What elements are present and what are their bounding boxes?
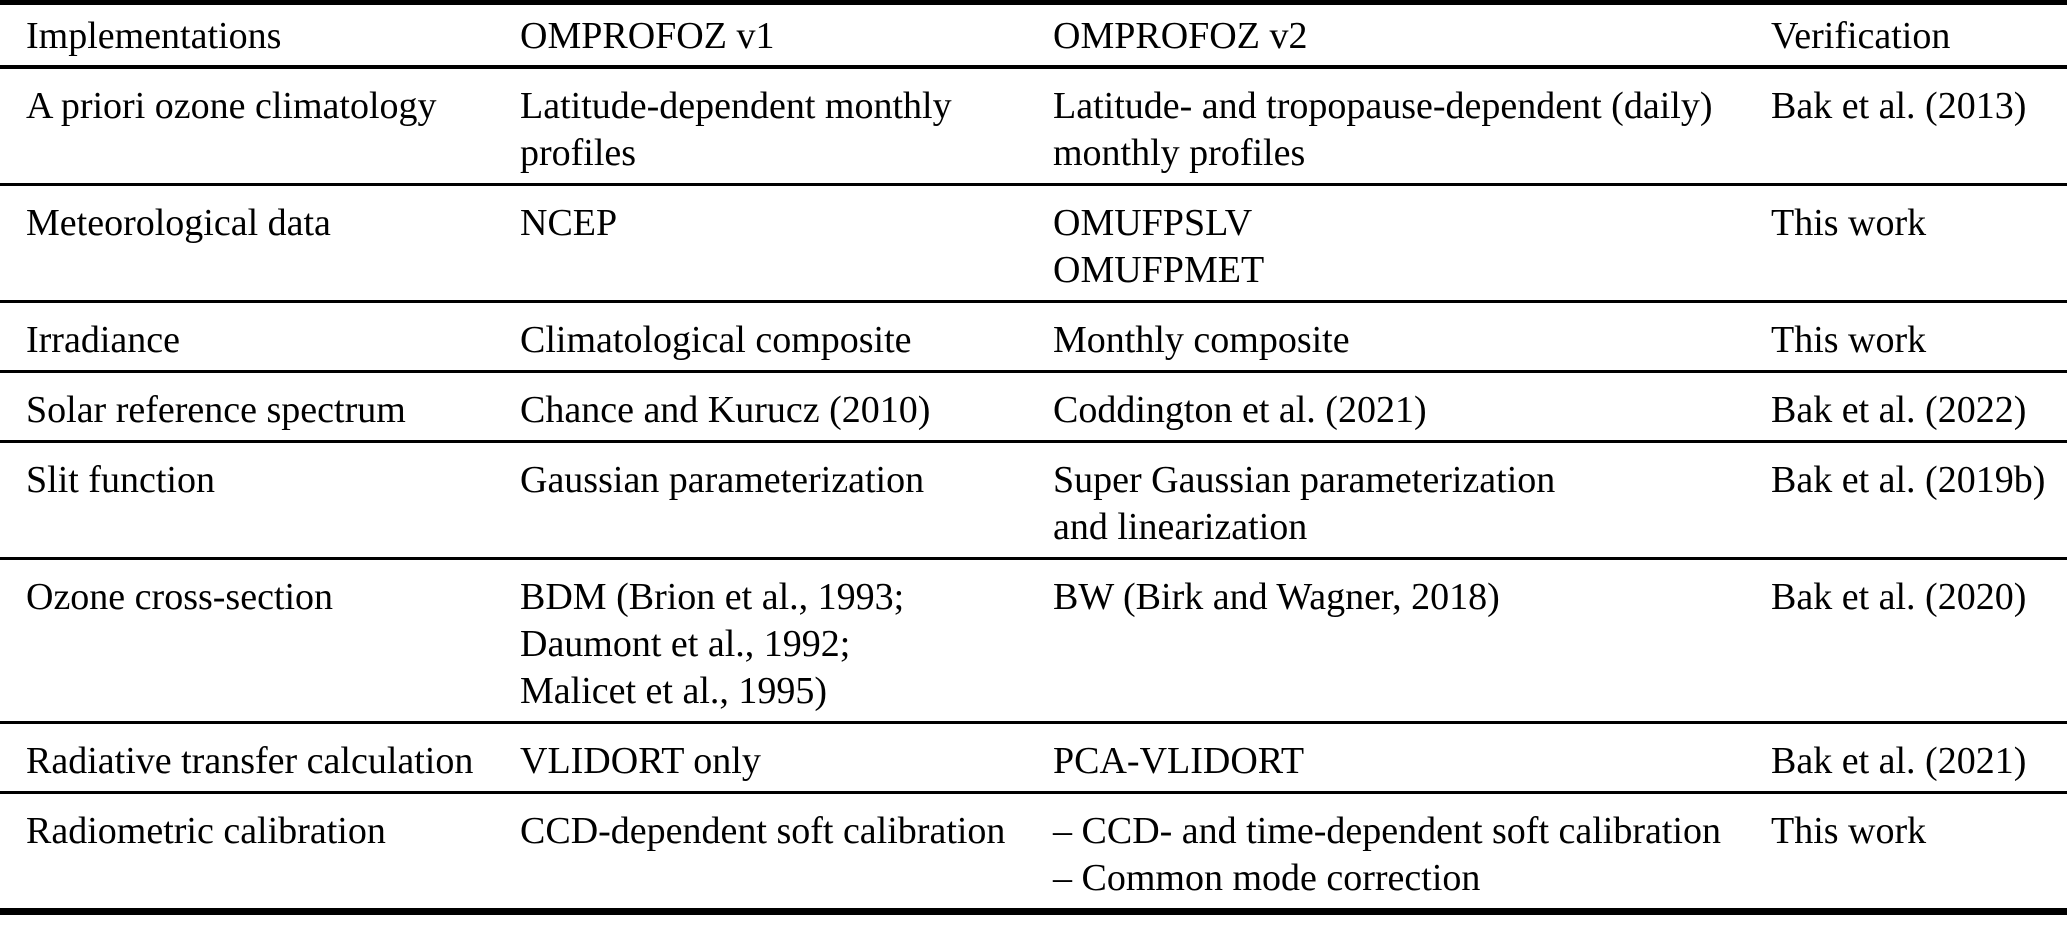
cell-v2: Latitude- and tropopause-dependent (dail… [1053, 67, 1771, 185]
cell-line: Malicet et al., 1995) [520, 669, 828, 712]
cell-line: OMUFPMET [1053, 248, 1265, 291]
cell-line: OMUFPSLV [1053, 201, 1253, 244]
cell-line: A priori ozone climatology [26, 84, 437, 127]
cell-verification: Bak et al. (2020) [1771, 558, 2067, 722]
cell-line: Radiative transfer calculation [26, 739, 474, 782]
cell-line: profiles [520, 131, 637, 174]
cell-line: Monthly composite [1053, 318, 1350, 361]
cell-line: Daumont et al., 1992; [520, 622, 851, 665]
column-header-verification: Verification [1771, 15, 1951, 57]
cell-line: and linearization [1053, 505, 1308, 548]
cell-implementation: Radiative transfer calculation [0, 722, 520, 792]
cell-v2: PCA-VLIDORT [1053, 722, 1771, 792]
table-row: Ozone cross-section BDM (Brion et al., 1… [0, 558, 2067, 722]
cell-line: – Common mode correction [1053, 856, 1481, 899]
table-row: A priori ozone climatology Latitude-depe… [0, 67, 2067, 185]
table-row: Irradiance Climatological composite Mont… [0, 301, 2067, 371]
cell-line: Bak et al. (2022) [1771, 388, 2027, 431]
cell-line: This work [1771, 809, 1927, 852]
cell-implementation: Meteorological data [0, 184, 520, 301]
column-header-omprofoz-v1: OMPROFOZ v1 [520, 15, 775, 57]
table-header: Implementations OMPROFOZ v1 OMPROFOZ v2 … [0, 3, 2067, 67]
cell-line: Solar reference spectrum [26, 388, 406, 431]
table-body: A priori ozone climatology Latitude-depe… [0, 67, 2067, 911]
cell-v2: OMUFPSLV OMUFPMET [1053, 184, 1771, 301]
cell-v1: VLIDORT only [520, 722, 1053, 792]
column-header-implementations: Implementations [26, 15, 282, 57]
cell-v1: NCEP [520, 184, 1053, 301]
cell-line: Bak et al. (2020) [1771, 575, 2027, 618]
cell-line: Bak et al. (2021) [1771, 739, 2027, 782]
cell-v2: Coddington et al. (2021) [1053, 371, 1771, 441]
cell-v1: Latitude-dependent monthly profiles [520, 67, 1053, 185]
cell-implementation: Irradiance [0, 301, 520, 371]
cell-line: Latitude-dependent monthly [520, 84, 952, 127]
cell-v2: Super Gaussian parameterization and line… [1053, 441, 1771, 558]
cell-line: CCD-dependent soft calibration [520, 809, 1006, 852]
table-row: Meteorological data NCEP OMUFPSLV OMUFPM… [0, 184, 2067, 301]
cell-line: Latitude- and tropopause-dependent (dail… [1053, 84, 1713, 127]
cell-verification: This work [1771, 301, 2067, 371]
cell-implementation: A priori ozone climatology [0, 67, 520, 185]
cell-v1: Climatological composite [520, 301, 1053, 371]
cell-implementation: Radiometric calibration [0, 792, 520, 911]
table-row: Radiative transfer calculation VLIDORT o… [0, 722, 2067, 792]
cell-line: NCEP [520, 201, 618, 244]
cell-verification: This work [1771, 792, 2067, 911]
cell-v1: Gaussian parameterization [520, 441, 1053, 558]
cell-line: This work [1771, 318, 1927, 361]
cell-line: Super Gaussian parameterization [1053, 458, 1556, 501]
cell-verification: Bak et al. (2022) [1771, 371, 2067, 441]
cell-line: Meteorological data [26, 201, 331, 244]
cell-v2: BW (Birk and Wagner, 2018) [1053, 558, 1771, 722]
cell-line: Chance and Kurucz (2010) [520, 388, 931, 431]
cell-line: Slit function [26, 458, 215, 501]
cell-line: Climatological composite [520, 318, 912, 361]
cell-line: Ozone cross-section [26, 575, 334, 618]
cell-verification: Bak et al. (2019b) [1771, 441, 2067, 558]
cell-line: Irradiance [26, 318, 180, 361]
cell-verification: Bak et al. (2013) [1771, 67, 2067, 185]
header-row: Implementations OMPROFOZ v1 OMPROFOZ v2 … [0, 3, 2067, 67]
cell-line: Gaussian parameterization [520, 458, 925, 501]
cell-verification: Bak et al. (2021) [1771, 722, 2067, 792]
cell-line: PCA-VLIDORT [1053, 739, 1305, 782]
table-row: Slit function Gaussian parameterization … [0, 441, 2067, 558]
cell-v1: CCD-dependent soft calibration [520, 792, 1053, 911]
cell-v1: Chance and Kurucz (2010) [520, 371, 1053, 441]
column-header-omprofoz-v2: OMPROFOZ v2 [1053, 15, 1308, 57]
cell-line: VLIDORT only [520, 739, 761, 782]
cell-implementation: Solar reference spectrum [0, 371, 520, 441]
cell-v2: Monthly composite [1053, 301, 1771, 371]
cell-v2: – CCD- and time-dependent soft calibrati… [1053, 792, 1771, 911]
cell-line: – CCD- and time-dependent soft calibrati… [1053, 809, 1721, 852]
cell-line: monthly profiles [1053, 131, 1306, 174]
table-row: Radiometric calibration CCD-dependent so… [0, 792, 2067, 911]
cell-line: This work [1771, 201, 1927, 244]
cell-verification: This work [1771, 184, 2067, 301]
cell-line: Radiometric calibration [26, 809, 386, 852]
cell-line: Bak et al. (2013) [1771, 84, 2027, 127]
cell-line: Coddington et al. (2021) [1053, 388, 1427, 431]
cell-implementation: Ozone cross-section [0, 558, 520, 722]
cell-line: BDM (Brion et al., 1993; [520, 575, 905, 618]
table-row: Solar reference spectrum Chance and Kuru… [0, 371, 2067, 441]
cell-implementation: Slit function [0, 441, 520, 558]
cell-line: Bak et al. (2019b) [1771, 458, 2046, 501]
cell-line: BW (Birk and Wagner, 2018) [1053, 575, 1500, 618]
cell-v1: BDM (Brion et al., 1993; Daumont et al.,… [520, 558, 1053, 722]
